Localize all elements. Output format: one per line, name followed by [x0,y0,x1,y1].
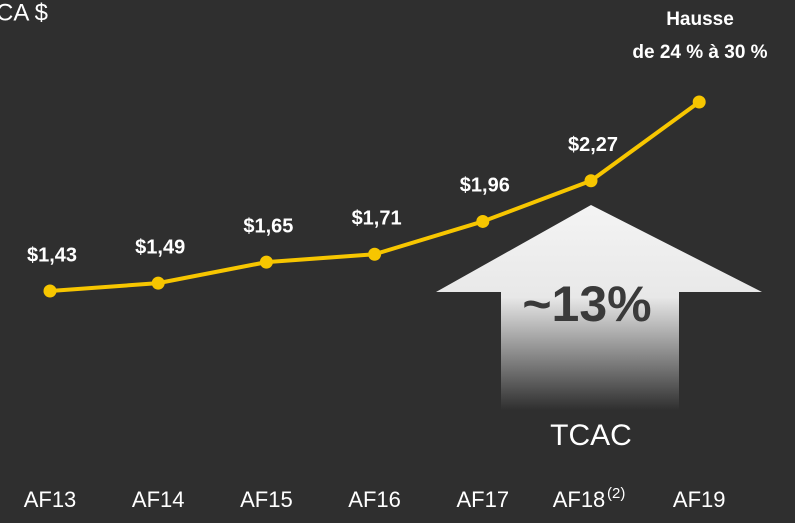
point [692,95,706,109]
value-label: $1,96 [460,175,510,197]
x-tick-label: AF15 [240,487,293,512]
point [584,174,598,188]
x-tick-label: AF16 [348,487,401,512]
point [368,247,382,261]
increase-note: Hausse [666,9,734,30]
increase-note: de 24 % à 30 % [632,42,767,63]
x-tick-label: AF19 [673,487,726,512]
cagr-label: TCAC [550,419,632,452]
chart-title: CA $ [0,0,48,26]
cagr-arrow [436,205,762,410]
footnote-mark: (2) [607,485,625,502]
value-label: $1,71 [352,208,402,230]
x-tick-label: AF14 [132,487,185,512]
point [476,214,490,228]
value-label: $2,27 [568,134,618,156]
point [259,255,273,269]
x-tick-label: AF18 [553,487,606,512]
cagr-value: ~13% [522,276,651,332]
point [43,284,57,298]
value-label: $1,43 [27,244,77,266]
x-tick-label: AF13 [24,487,77,512]
x-tick-label: AF17 [457,487,510,512]
value-label: $1,49 [135,236,185,258]
value-label: $1,65 [243,215,293,237]
point [151,276,165,290]
